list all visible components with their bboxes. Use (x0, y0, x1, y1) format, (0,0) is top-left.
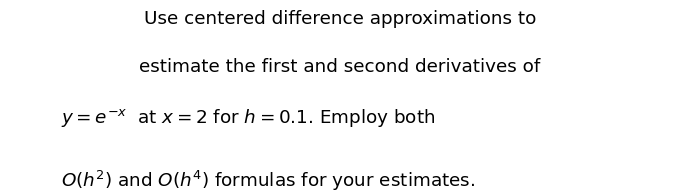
Text: estimate the first and second derivatives of: estimate the first and second derivative… (139, 58, 541, 76)
Text: $y = e^{-x}$  at $x = 2$ for $h = 0.1$. Employ both: $y = e^{-x}$ at $x = 2$ for $h = 0.1$. E… (61, 107, 436, 129)
Text: Use centered difference approximations to: Use centered difference approximations t… (143, 10, 537, 28)
Text: $O(h^2)$ and $O(h^4)$ formulas for your estimates.: $O(h^2)$ and $O(h^4)$ formulas for your … (61, 169, 475, 193)
